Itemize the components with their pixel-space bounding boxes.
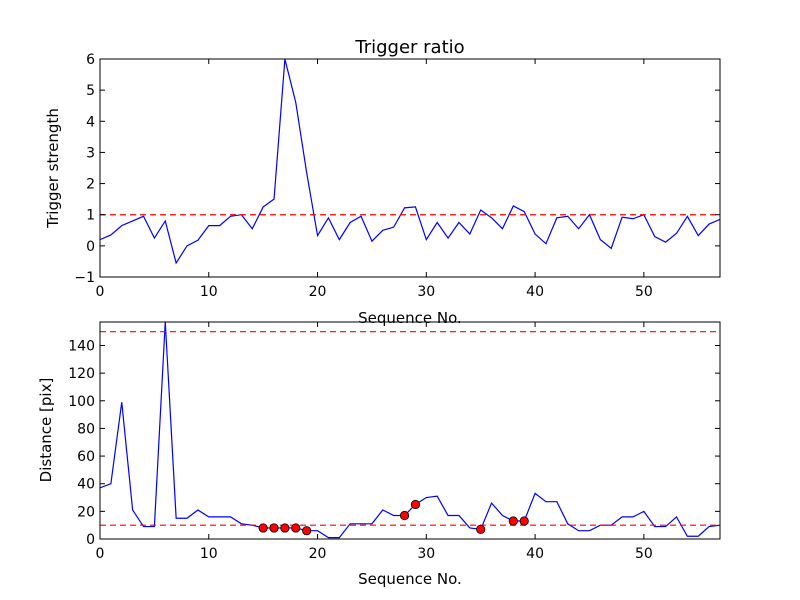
series-line [100,322,720,539]
y-tick-label: −1 [74,270,95,286]
plot-frame [99,58,721,278]
data-point [280,523,290,533]
x-tick-label: 50 [635,546,653,562]
data-point [269,523,279,533]
y-tick-label: 60 [77,449,95,465]
x-tick-label: 40 [526,284,544,300]
x-tick-label: 40 [526,546,544,562]
y-tick-label: 0 [86,532,95,548]
data-point [410,499,421,510]
y-tick-label: 1 [86,208,95,224]
data-point [476,524,486,534]
data-point [302,526,312,536]
series-line [100,59,720,265]
data-point [519,516,529,526]
y-tick-label: 40 [77,477,95,493]
y-axis-label: Distance [pix] [37,378,55,483]
y-tick-label: 5 [86,83,95,99]
data-point [291,523,301,533]
data-point [258,523,268,533]
y-tick-label: 80 [77,421,95,437]
x-tick-label: 10 [200,284,218,300]
y-tick-label: 20 [77,504,95,520]
x-tick-label: 50 [635,284,653,300]
x-axis-label: Sequence No. [358,309,462,327]
y-tick-label: 0 [86,239,95,255]
y-tick-label: 6 [86,52,95,68]
chart-title: Trigger ratio [354,37,464,58]
plot-area: 0 10 20 30 40 50 0 20 40 60 80 100 120 140 [68,321,721,562]
data-point [508,516,518,526]
y-tick-label: 4 [86,114,95,130]
x-tick-label: 0 [96,284,105,300]
data-point [399,510,410,521]
y-tick-label: 2 [86,177,95,193]
distance-chart: 0 10 20 30 40 50 0 20 40 60 80 100 120 140 Sequence N… [37,321,721,588]
y-tick-label: 140 [68,338,95,354]
x-tick-label: 20 [309,284,327,300]
y-axis-label: Trigger strength [44,108,62,229]
x-tick-label: 30 [417,546,435,562]
x-axis-label: Sequence No. [358,570,462,588]
x-tick-label: 30 [417,284,435,300]
x-tick-label: 10 [200,546,218,562]
x-tick-label: 0 [96,546,105,562]
y-tick-label: 120 [68,366,95,382]
y-tick-label: 3 [86,145,95,161]
x-tick-label: 20 [309,546,327,562]
plot-frame [99,321,721,540]
y-tick-label: 100 [68,394,95,410]
